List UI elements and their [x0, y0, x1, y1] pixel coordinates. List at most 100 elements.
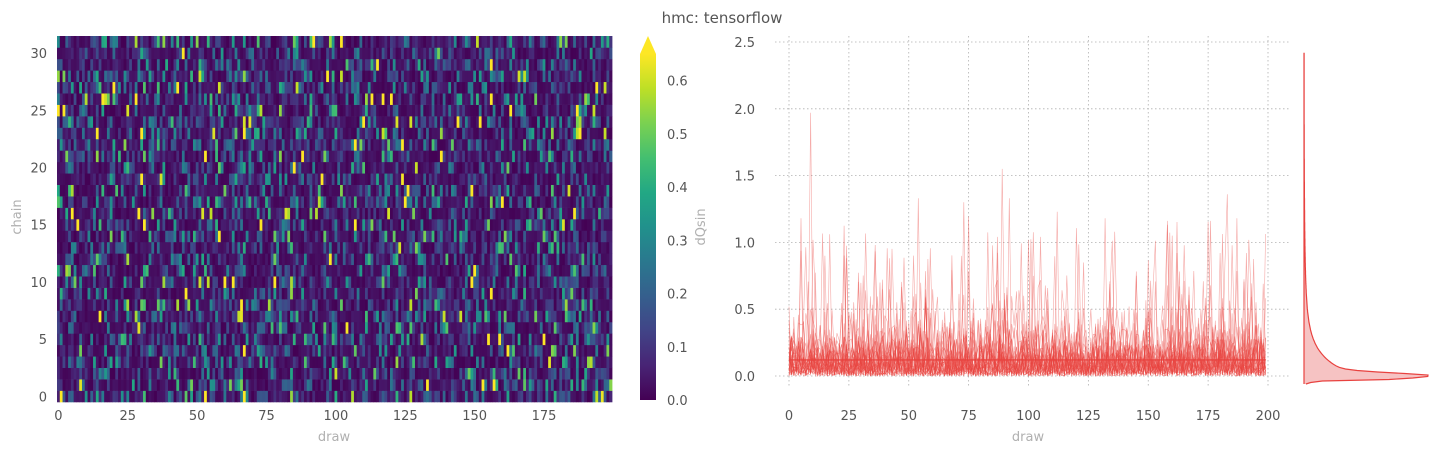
- heatmap-cell: [317, 241, 322, 254]
- heatmap-cell: [564, 356, 568, 368]
- heatmap-cell: [284, 161, 288, 174]
- heatmap-cell: [256, 116, 260, 128]
- heatmap-cell: [231, 207, 235, 220]
- heatmap-cell: [498, 344, 502, 357]
- heatmap-cell: [403, 390, 408, 403]
- heatmap-cell: [206, 207, 211, 220]
- heatmap-cell: [184, 207, 188, 220]
- heatmap-cell: [489, 184, 494, 197]
- heatmap-cell: [267, 219, 272, 231]
- heatmap-cell: [143, 207, 147, 220]
- heatmap-cell: [498, 264, 502, 277]
- heatmap-cell: [401, 196, 405, 208]
- heatmap-cell: [381, 356, 385, 368]
- heatmap-cell: [606, 367, 610, 380]
- heatmap-cell: [140, 127, 144, 140]
- heatmap-cell: [251, 207, 255, 220]
- heatmap-cell: [270, 161, 274, 174]
- heatmap-cell: [598, 241, 602, 254]
- heatmap-cell: [528, 379, 532, 391]
- heatmap-cell: [251, 230, 255, 243]
- heatmap-cell: [328, 344, 333, 357]
- heatmap-cell: [287, 379, 291, 391]
- heatmap-cell: [187, 264, 191, 277]
- heatmap-cell: [395, 356, 399, 368]
- heatmap-cell: [298, 173, 302, 185]
- heatmap-cell: [376, 276, 380, 288]
- heatmap-cell: [87, 310, 91, 323]
- heatmap-cell: [281, 253, 285, 266]
- heatmap-cell: [84, 219, 88, 231]
- heatmap-cell: [231, 138, 235, 151]
- heatmap-cell: [395, 299, 399, 311]
- heatmap-cell: [301, 184, 305, 197]
- heatmap-cell: [168, 321, 172, 334]
- heatmap-cell: [303, 287, 308, 300]
- heatmap-cell: [353, 138, 358, 151]
- heatmap-cell: [351, 173, 355, 185]
- heatmap-cell: [112, 161, 116, 174]
- heatmap-cell: [495, 321, 499, 334]
- heatmap-cell: [381, 161, 385, 174]
- heatmap-cell: [581, 367, 585, 380]
- heatmap-cell: [212, 390, 216, 403]
- heatmap-cell: [587, 173, 591, 185]
- heatmap-cell: [115, 116, 119, 128]
- heatmap-cell: [156, 127, 161, 140]
- heatmap-cell: [401, 287, 405, 300]
- heatmap-cell: [534, 367, 538, 380]
- heatmap-cell: [154, 299, 158, 311]
- heatmap-cell: [378, 219, 383, 231]
- heatmap-cell: [550, 253, 555, 266]
- heatmap-cell: [392, 150, 396, 163]
- heatmap-cell: [423, 230, 427, 243]
- heatmap-cell: [323, 287, 327, 300]
- heatmap-cell: [262, 196, 266, 208]
- heatmap-cell: [204, 138, 208, 151]
- heatmap-cell: [437, 379, 441, 391]
- heatmap-cell: [90, 150, 94, 163]
- heatmap-cell: [345, 161, 349, 174]
- heatmap-cell: [459, 276, 463, 288]
- heatmap-cell: [328, 379, 333, 391]
- heatmap-cell: [245, 299, 249, 311]
- heatmap-cell: [370, 161, 374, 174]
- heatmap-cell: [426, 367, 430, 380]
- heatmap-cell: [131, 127, 136, 140]
- heatmap-cell: [104, 150, 108, 163]
- heatmap-cell: [609, 390, 613, 403]
- heatmap-cell: [251, 241, 255, 254]
- heatmap-cell: [320, 321, 324, 334]
- heatmap-cell: [426, 390, 430, 403]
- heatmap-cell: [279, 173, 283, 185]
- heatmap-cell: [173, 276, 177, 288]
- heatmap-cell: [345, 207, 349, 220]
- heatmap-cell: [606, 150, 610, 163]
- heatmap-cell: [539, 390, 544, 403]
- heatmap-cell: [478, 196, 482, 208]
- heatmap-cell: [587, 276, 591, 288]
- heatmap-cell: [451, 253, 455, 266]
- heatmap-cell: [198, 264, 202, 277]
- heatmap-cell: [303, 333, 308, 346]
- heatmap-cell: [326, 150, 330, 163]
- heatmap-cell: [489, 367, 494, 380]
- heatmap-cell: [70, 230, 75, 243]
- heatmap-cell: [542, 287, 546, 300]
- heatmap-cell: [548, 356, 552, 368]
- heatmap-cell: [90, 161, 94, 174]
- heatmap-cell: [434, 356, 438, 368]
- heatmap-cell: [403, 138, 408, 151]
- heatmap-cell: [606, 333, 610, 346]
- heatmap-cell: [484, 173, 488, 185]
- heatmap-cell: [73, 116, 77, 128]
- heatmap-cell: [109, 379, 113, 391]
- heatmap-cell: [476, 138, 480, 151]
- heatmap-cell: [531, 333, 535, 346]
- heatmap-cell: [65, 379, 69, 391]
- heatmap-cell: [81, 196, 86, 208]
- heatmap-cell: [464, 253, 469, 266]
- heatmap-cell: [342, 219, 346, 231]
- heatmap-cell: [381, 116, 385, 128]
- heatmap-cell: [162, 390, 166, 403]
